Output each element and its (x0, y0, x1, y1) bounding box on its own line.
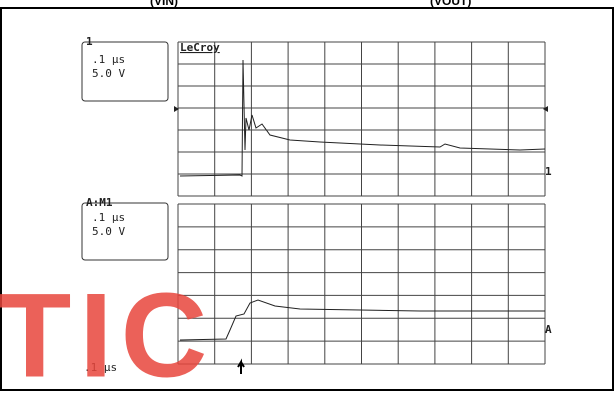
footer-timebase: .1 μs (84, 361, 117, 374)
timebase: .1 μs (92, 211, 125, 224)
header-right: (VOUT) (430, 0, 471, 8)
waveform (179, 299, 545, 341)
brand: LeCroy (180, 41, 220, 54)
channel-marker: A (545, 323, 552, 336)
frame (0, 7, 614, 391)
trigger-arrow (237, 358, 245, 374)
volts: 5.0 V (92, 225, 125, 238)
waveform (179, 59, 546, 177)
grids (177, 41, 546, 365)
info-box (81, 41, 169, 102)
watermark: TIC (0, 269, 215, 392)
volts: 5.0 V (92, 67, 125, 80)
channel-label: A:M1 (86, 196, 113, 209)
channel-marker: 1 (545, 165, 552, 178)
header-left: (VIN) (150, 0, 178, 8)
timebase: .1 μs (92, 53, 125, 66)
channel-label: 1 (86, 35, 93, 48)
info-box (81, 202, 169, 261)
